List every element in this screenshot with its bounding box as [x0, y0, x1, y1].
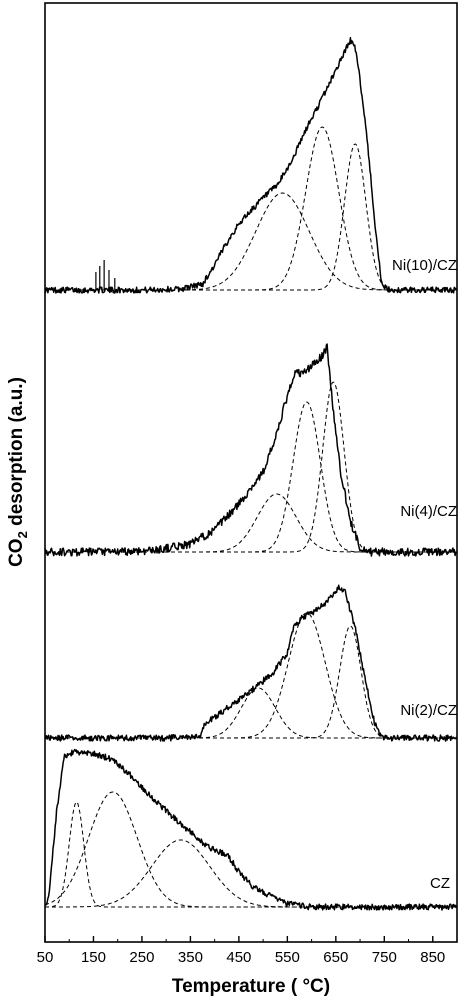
panels: Ni(10)/CZ Ni(4)/CZ Ni(2)/CZ CZ — [44, 37, 458, 911]
fitted-peak-1-1 — [45, 192, 457, 291]
x-axis-title: Temperature ( °C) — [172, 976, 330, 997]
fitted-peak-3-2 — [45, 612, 457, 739]
panel-label-1: Ni(10)/CZ — [392, 257, 457, 274]
fitted-peak-2-1 — [45, 493, 457, 553]
measured-trace-1 — [44, 37, 457, 294]
fitted-peak-2-2 — [45, 401, 457, 553]
plot-frame — [44, 2, 458, 943]
x-tick-label-550: 550 — [275, 949, 300, 966]
measured-trace-2 — [44, 343, 457, 557]
panel-1: Ni(10)/CZ — [44, 37, 457, 294]
y-axis-title-rest: desorption (a.u.) — [6, 377, 27, 531]
fitted-peak-4-2 — [44, 791, 457, 908]
fitted-peak-1-3 — [45, 143, 457, 291]
measured-trace-4 — [44, 748, 458, 911]
panel-4: CZ — [44, 748, 458, 911]
x-tick-label-250: 250 — [129, 949, 154, 966]
y-axis-title-subscript: 2 — [15, 531, 30, 538]
fitted-peak-4-3 — [45, 839, 457, 908]
x-tick-label-850: 850 — [420, 949, 445, 966]
panel-3: Ni(2)/CZ — [44, 584, 458, 742]
y-axis-title: CO2 desorption (a.u.) — [6, 377, 30, 567]
x-tick-label-350: 350 — [178, 949, 203, 966]
x-tick-label-650: 650 — [323, 949, 348, 966]
fitted-peak-3-3 — [45, 625, 457, 739]
x-tick-label-450: 450 — [226, 949, 251, 966]
y-axis-title-main: CO — [6, 538, 27, 567]
x-axis-tick-labels: 50 150 250 350 450 550 650 750 850 — [37, 949, 446, 966]
panel-label-3: Ni(2)/CZ — [400, 702, 457, 719]
panel-2: Ni(4)/CZ — [44, 343, 457, 557]
x-tick-label-50: 50 — [37, 949, 54, 966]
x-axis-ticks — [44, 936, 434, 942]
fitted-peak-3-1 — [45, 687, 457, 739]
panel-label-2: Ni(4)/CZ — [400, 503, 457, 520]
fitted-peak-4-1 — [45, 801, 457, 908]
fitted-peak-2-3 — [45, 381, 457, 553]
x-tick-label-150: 150 — [81, 949, 106, 966]
x-tick-label-750: 750 — [372, 949, 397, 966]
measured-trace-3 — [44, 584, 458, 742]
panel-label-4: CZ — [430, 875, 450, 892]
